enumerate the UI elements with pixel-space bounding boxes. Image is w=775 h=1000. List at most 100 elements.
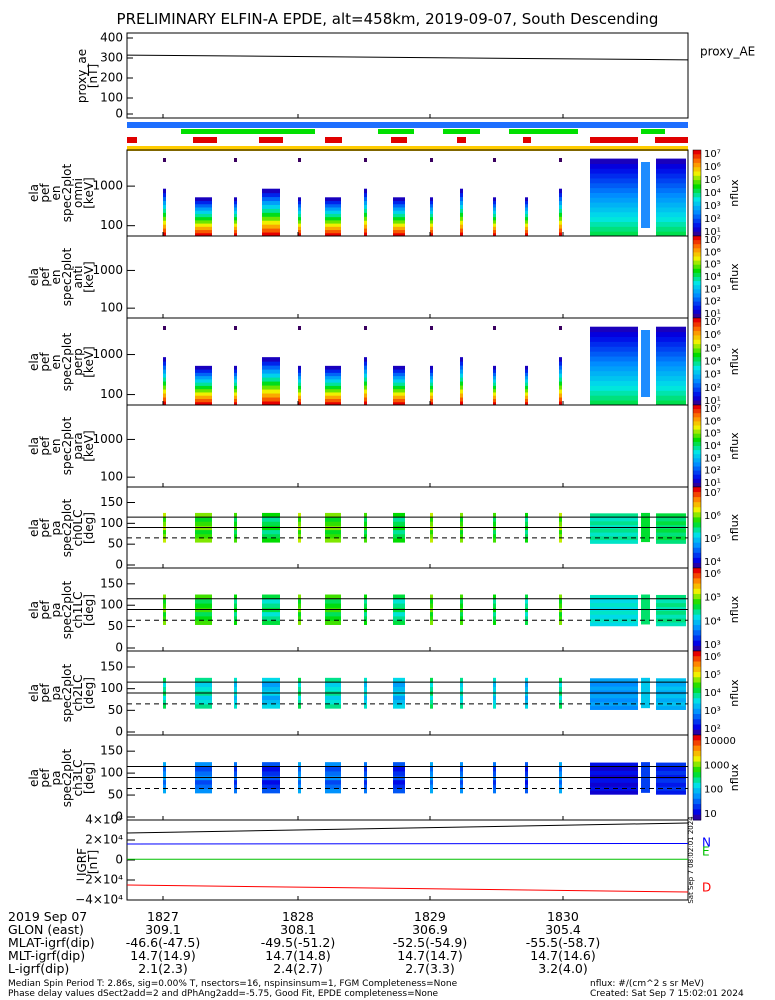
ch3-pa-cell bbox=[460, 784, 463, 789]
perp-spectrum-cell bbox=[460, 369, 463, 374]
perp-spectrum-cell bbox=[262, 361, 280, 366]
ch0-pa-cell bbox=[559, 537, 562, 543]
omni-spectrum-cell bbox=[590, 226, 638, 232]
perp-spectrum-cell bbox=[493, 391, 496, 396]
omni-spectrum-cell bbox=[163, 208, 166, 213]
ch1-pa-cell bbox=[493, 598, 496, 604]
ch2-colorbar-cell bbox=[693, 714, 701, 720]
ch0-pa-cell bbox=[298, 512, 301, 518]
ch2-pa-cell bbox=[656, 682, 686, 687]
ch0-pa-cell bbox=[364, 529, 367, 535]
footer-row-value: 306.9 bbox=[412, 922, 448, 937]
ch2-pa-cell bbox=[430, 677, 433, 683]
perp-spectrum-cell bbox=[559, 401, 562, 406]
omni-spectrum-cell bbox=[298, 203, 301, 208]
ch0-pa-cell bbox=[656, 528, 686, 533]
ch0-pa-cell bbox=[590, 517, 638, 522]
ch0-pa-cell bbox=[195, 512, 212, 518]
perp-spectrum-cell bbox=[559, 381, 562, 386]
ch2-pa-cell bbox=[590, 693, 638, 699]
omni-spectrum-cell bbox=[364, 212, 367, 217]
omni-spectrum-cell bbox=[325, 223, 341, 227]
ch2-colorbar-tick: 10⁴ bbox=[704, 688, 721, 699]
ch3-pa-cell bbox=[298, 762, 301, 768]
perp-spectrum-cell bbox=[163, 393, 166, 398]
ch2-pa-cell bbox=[430, 686, 433, 692]
omni-spectrum-cell bbox=[656, 163, 686, 169]
igrf-legend-E: E bbox=[702, 845, 710, 859]
perp-spectrum-cell bbox=[163, 385, 166, 390]
perp-colorbar-cell bbox=[693, 396, 701, 402]
omni-spectrum-cell bbox=[163, 228, 166, 233]
omni-spectrum-cell bbox=[656, 206, 686, 213]
ch2-pa-cell bbox=[262, 682, 280, 687]
omni-spectrum-cell bbox=[559, 216, 562, 221]
ch3-pa-cell bbox=[656, 762, 686, 768]
perp-spectrum-cell bbox=[325, 385, 341, 390]
omni-spectrum-cell bbox=[656, 216, 686, 222]
ch3-pa-cell bbox=[195, 770, 212, 776]
ch0-pa-cell bbox=[430, 533, 433, 539]
ch1-colorbar-cell bbox=[693, 619, 701, 626]
ch2-pa-cell bbox=[195, 686, 212, 692]
anti-colorbar-cell bbox=[693, 248, 701, 253]
status-bar-green bbox=[181, 129, 315, 134]
omni-colorbar-cell bbox=[693, 162, 701, 168]
ch1-pa-cell bbox=[195, 594, 212, 600]
omni-spectrum-cell bbox=[393, 232, 405, 237]
perp-spectrum-cell bbox=[364, 381, 367, 386]
perp-spectrum-cell bbox=[163, 377, 166, 382]
footer-row-value: 309.1 bbox=[145, 922, 181, 937]
perp-spectrum-cell bbox=[590, 336, 638, 342]
omni-spectrum-cell bbox=[325, 206, 341, 211]
perp-spectrum-cell bbox=[525, 391, 528, 396]
ch3-pa-cell bbox=[298, 788, 301, 794]
perp-spectrum-cell bbox=[460, 365, 463, 370]
ch3-pa-cell bbox=[364, 762, 367, 768]
ch1-pa-cell bbox=[559, 615, 562, 621]
ch0-pa-cell bbox=[262, 529, 280, 535]
ch0-pa-cell bbox=[364, 517, 367, 522]
ch2-pa-cell bbox=[298, 686, 301, 692]
anti-tick-label: 1000 bbox=[92, 263, 123, 277]
ch3-pa-cell bbox=[163, 766, 166, 772]
omni-spectrum-cell bbox=[656, 226, 686, 232]
anti-colorbar-tick: 10¹ bbox=[704, 309, 721, 320]
omni-spectrum-cell bbox=[493, 206, 496, 211]
ch0-pa-cell bbox=[325, 512, 341, 518]
ch0-colorbar-cell bbox=[693, 522, 701, 528]
perp-spectrum-cell bbox=[325, 375, 341, 380]
ch1-pa-cell bbox=[262, 615, 280, 621]
perp-spectrum-cell bbox=[493, 388, 496, 393]
para-colorbar-cell bbox=[693, 454, 701, 459]
ch1-pa-cell bbox=[430, 620, 433, 625]
ch0-pa-cell bbox=[430, 537, 433, 543]
omni-spectrum-cell bbox=[234, 203, 237, 208]
perp-spectrum-cell bbox=[195, 375, 212, 380]
perp-spectrum-cell bbox=[325, 365, 341, 370]
perp-spectrum-cell bbox=[325, 395, 341, 399]
perp-tick-label: 1000 bbox=[92, 347, 123, 361]
ch1-colorbar-cell bbox=[693, 588, 701, 595]
ch1-pa-cell bbox=[298, 611, 301, 617]
perp-colorbar-cell bbox=[693, 370, 701, 376]
omni-sparse-cell bbox=[493, 158, 496, 162]
omni-spectrum-cell bbox=[460, 200, 463, 205]
perp-spectrum-cell bbox=[195, 365, 212, 370]
perp-colorbar-tick: 10⁶ bbox=[704, 330, 721, 341]
omni-spectrum-cell bbox=[393, 203, 405, 208]
ch1-pa-cell bbox=[430, 615, 433, 621]
ch3-colorbar-cell bbox=[693, 782, 701, 789]
ch1-pa-cell bbox=[234, 615, 237, 621]
ch1-colorbar-cell bbox=[693, 578, 701, 585]
omni-spectrum-cell bbox=[195, 219, 212, 224]
ch2-colorbar-cell bbox=[693, 729, 701, 736]
omni-sparse-cell bbox=[430, 158, 433, 162]
igrf-tick-label: 0 bbox=[115, 853, 123, 867]
ch3-pa-cell bbox=[559, 788, 562, 794]
omni-spectrum-cell bbox=[493, 213, 496, 218]
perp-spectrum-cell bbox=[430, 369, 433, 373]
ch0-pa-cell bbox=[163, 533, 166, 539]
ch3-pa-cell bbox=[262, 779, 280, 785]
omni-colorbar-cell bbox=[693, 201, 701, 207]
